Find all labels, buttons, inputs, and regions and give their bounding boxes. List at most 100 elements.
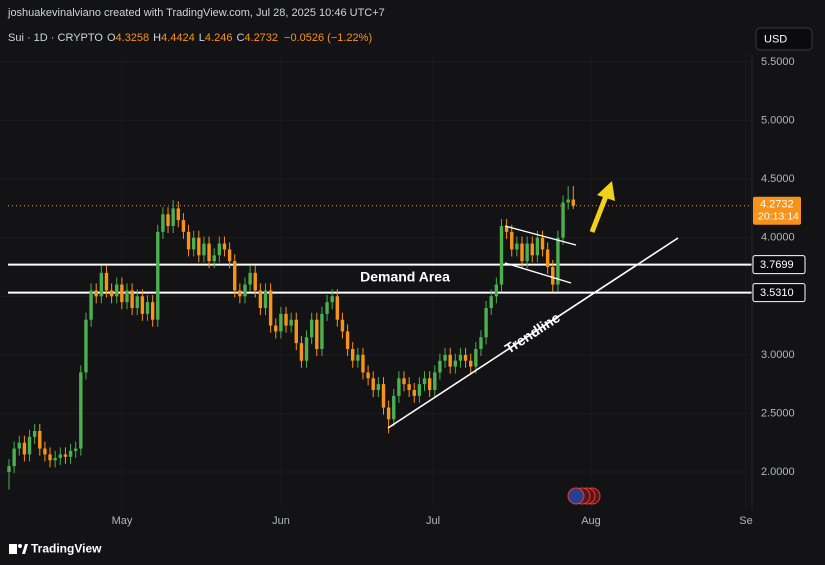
candle-body	[366, 372, 370, 379]
candle-body	[89, 290, 93, 320]
candle-body	[376, 384, 381, 390]
candle-body	[130, 290, 134, 308]
candle-body	[535, 237, 540, 256]
level-label-box	[752, 283, 806, 303]
x-axis: May Jun Jul Aug Se	[112, 515, 753, 527]
candle-body	[458, 354, 463, 361]
candle-body	[309, 319, 314, 338]
candle-body	[469, 360, 473, 367]
candle-body	[371, 378, 375, 390]
candle-body	[258, 290, 263, 308]
y-tick-label: 4.5000	[761, 173, 795, 185]
candle-body	[53, 457, 57, 461]
candle-body	[463, 354, 468, 361]
candle-body	[294, 319, 298, 344]
candle-body	[510, 231, 514, 250]
candle-body	[63, 454, 68, 457]
candle-body	[263, 290, 268, 308]
level-label: 3.5310	[760, 287, 794, 299]
candle-body	[351, 349, 355, 361]
x-tick-label: Se	[739, 515, 752, 527]
demand-label: Demand Area	[360, 269, 450, 285]
candle-body	[38, 431, 42, 449]
candle-body	[356, 354, 360, 361]
candle-body	[243, 284, 247, 297]
candle-body	[94, 290, 98, 297]
event[interactable]	[567, 487, 585, 505]
candle-body	[248, 272, 252, 285]
arrow-shaft	[589, 195, 609, 233]
candle-body	[217, 243, 222, 256]
ohlc-legend: Sui · 1D · CRYPTO O4.3258 H4.4424 L4.246 C4.…	[8, 32, 372, 44]
candle-body	[191, 237, 196, 250]
flag-upper	[504, 225, 577, 246]
y-tick-label: 5.0000	[761, 114, 795, 126]
candle-body	[304, 337, 309, 361]
legend-key: H	[153, 32, 161, 44]
candle-body	[525, 243, 529, 262]
candle-body	[417, 384, 422, 396]
candle-body	[381, 384, 386, 408]
candle-body	[171, 208, 175, 226]
candle-body	[412, 390, 416, 396]
candle-body	[166, 214, 170, 226]
legend-key: L	[199, 32, 205, 44]
y-tick-label: 2.5000	[761, 407, 795, 419]
candle-body	[120, 284, 124, 303]
candle-body	[545, 249, 550, 267]
candle-body	[125, 290, 129, 303]
candle-body	[361, 354, 365, 373]
candle-body	[43, 448, 47, 455]
candle-body	[176, 208, 180, 221]
candle-body	[299, 343, 304, 361]
currency-button[interactable]	[755, 27, 813, 51]
y-axis: 2.00002.50003.00003.50004.00004.50005.00…	[752, 56, 806, 478]
candle-body	[479, 337, 483, 349]
candle-body	[453, 360, 458, 367]
candle-body	[504, 226, 509, 232]
candle-body	[7, 466, 11, 472]
candle-body	[433, 372, 437, 390]
flag-lower	[504, 262, 572, 284]
candle-body	[140, 296, 145, 314]
candle-body	[253, 272, 257, 291]
candle-body	[427, 378, 432, 390]
candle-body	[104, 272, 109, 291]
candle-body	[530, 243, 534, 256]
candle-body	[145, 302, 150, 314]
grid	[0, 55, 752, 510]
x-tick-label: May	[112, 515, 133, 527]
candle-body	[115, 284, 119, 297]
candle-body	[494, 284, 499, 297]
candle-body	[84, 319, 88, 373]
candle-body	[268, 290, 273, 326]
y-tick-label: 2.0000	[761, 466, 795, 478]
level-label-box	[752, 255, 806, 275]
events-icon[interactable]	[567, 487, 601, 505]
candle-body	[79, 372, 83, 449]
currency[interactable]: USD	[764, 33, 787, 45]
candle-body	[320, 313, 324, 349]
candle-body	[227, 249, 232, 262]
legend-change: −0.0526 (−1.22%)	[284, 32, 372, 44]
candle-body	[540, 237, 545, 250]
candle-body	[48, 454, 52, 461]
candle-body	[422, 378, 427, 385]
candle-body	[12, 448, 16, 467]
candle-body	[161, 214, 165, 232]
last-price-box	[753, 196, 801, 225]
trendline	[387, 237, 679, 429]
candle-body	[571, 199, 575, 206]
candle-body	[150, 302, 155, 320]
logo-part	[9, 544, 17, 554]
legend-close: 4.2732	[244, 32, 278, 44]
last-price-label: 4.2732	[760, 199, 794, 211]
candle-body	[202, 243, 206, 256]
candle-body	[73, 448, 78, 451]
legend-open: 4.3258	[116, 32, 150, 44]
candle-body	[474, 349, 478, 367]
candle-body	[17, 442, 21, 449]
candle-body	[566, 199, 570, 203]
candle-body	[135, 296, 139, 308]
